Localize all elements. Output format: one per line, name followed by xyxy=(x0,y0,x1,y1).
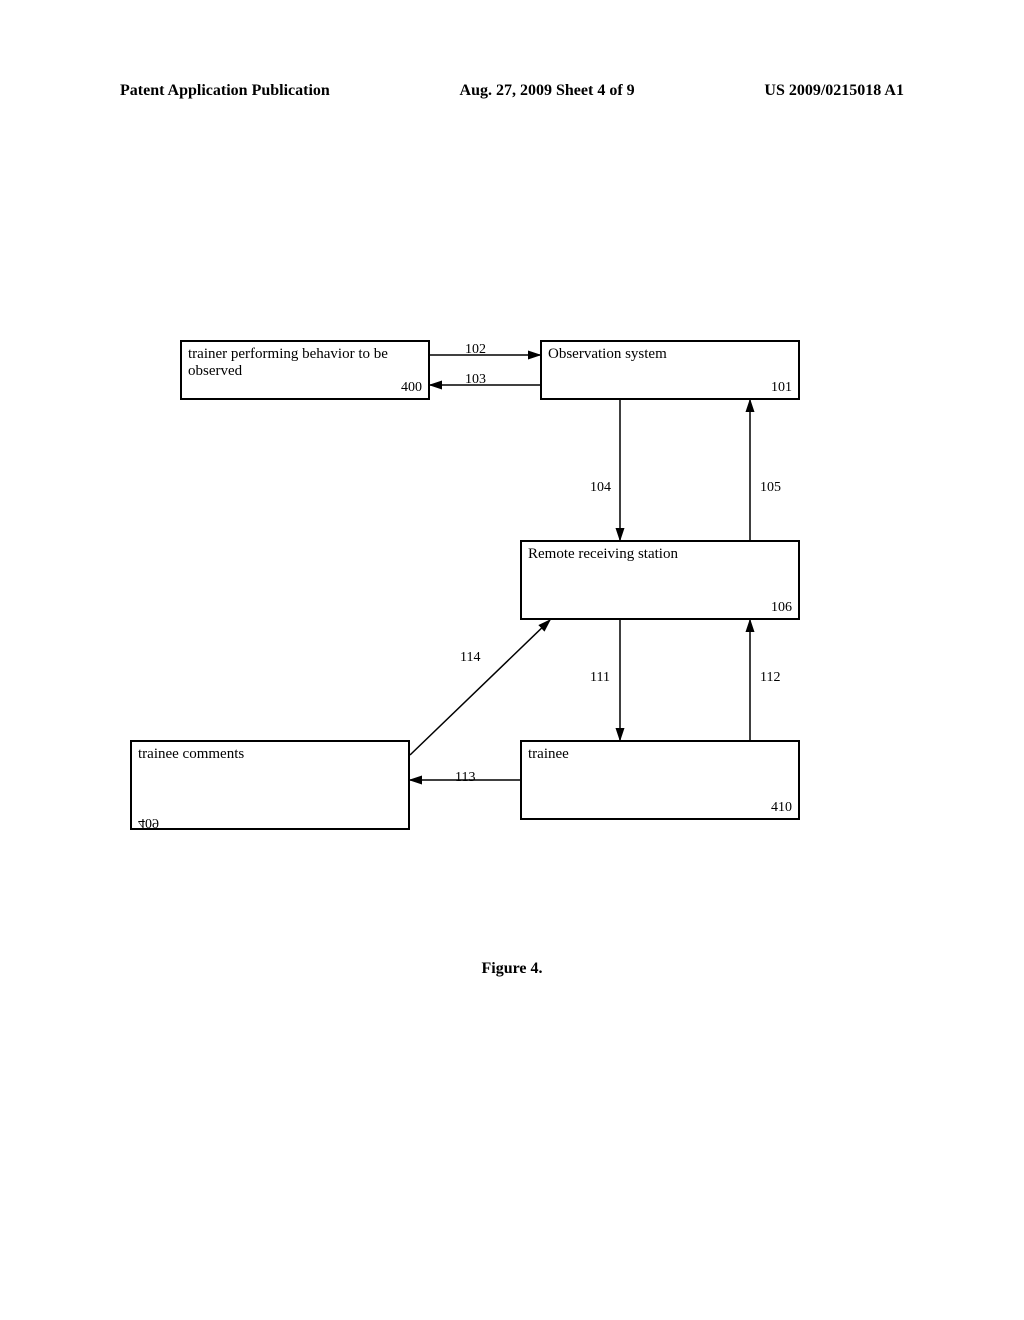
box-trainer-ref: 400 xyxy=(401,380,422,396)
box-comments-text: trainee comments xyxy=(138,746,244,762)
box-trainee: trainee 410 xyxy=(520,740,800,820)
box-observation-ref: 101 xyxy=(771,380,792,396)
box-trainee-text: trainee xyxy=(528,746,569,762)
box-trainee-ref: 410 xyxy=(771,800,792,816)
diagram: trainer performing behavior to be observ… xyxy=(130,340,890,900)
edge-label-104: 104 xyxy=(590,480,611,496)
header-mid: Aug. 27, 2009 Sheet 4 of 9 xyxy=(460,82,635,100)
edge-label-112: 112 xyxy=(760,670,780,686)
edge-label-102: 102 xyxy=(465,342,486,358)
page-header: Patent Application Publication Aug. 27, … xyxy=(0,82,1024,100)
box-remote-ref: 106 xyxy=(771,600,792,616)
header-right: US 2009/0215018 A1 xyxy=(764,82,904,100)
edge-label-113: 113 xyxy=(455,770,475,786)
edge-label-105: 105 xyxy=(760,480,781,496)
box-observation: Observation system 101 xyxy=(540,340,800,400)
edge-label-103: 103 xyxy=(465,372,486,388)
edge-label-111: 111 xyxy=(590,670,610,686)
figure-caption: Figure 4. xyxy=(0,960,1024,978)
box-trainer: trainer performing behavior to be observ… xyxy=(180,340,430,400)
box-remote: Remote receiving station 106 xyxy=(520,540,800,620)
box-comments-ref: 409 xyxy=(138,814,159,830)
header-left: Patent Application Publication xyxy=(120,82,330,100)
edge-label-114: 114 xyxy=(460,650,480,666)
box-comments: trainee comments 409 xyxy=(130,740,410,830)
box-trainer-text: trainer performing behavior to be observ… xyxy=(188,346,388,379)
box-remote-text: Remote receiving station xyxy=(528,546,678,562)
box-observation-text: Observation system xyxy=(548,346,667,362)
